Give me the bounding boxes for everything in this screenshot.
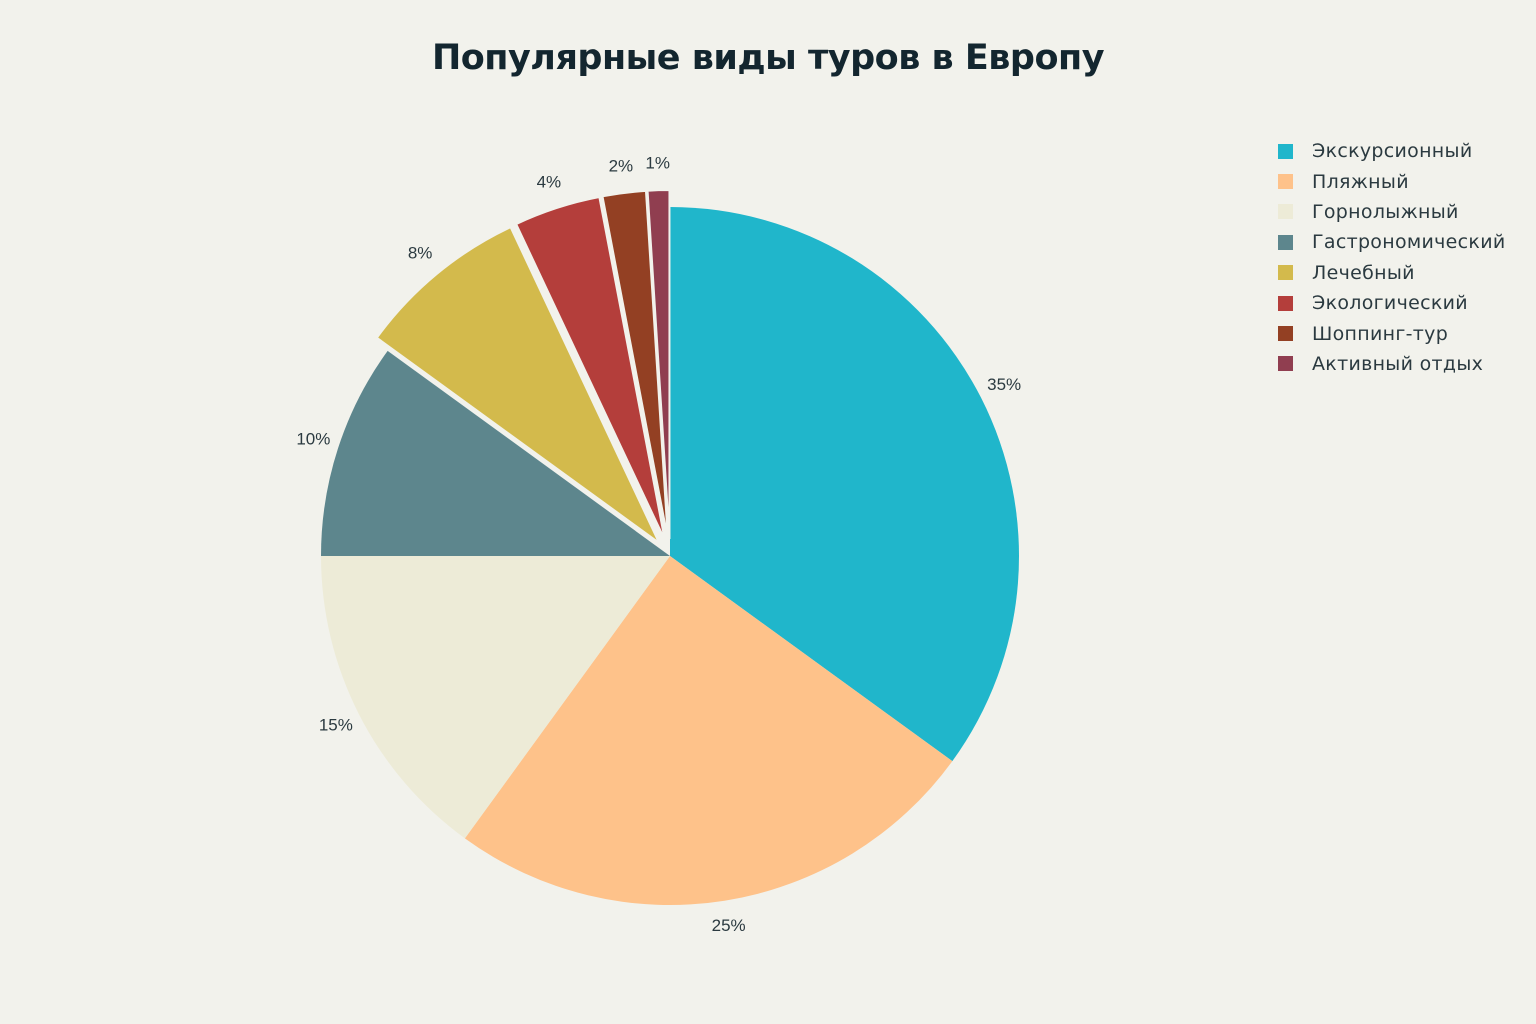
legend-swatch [1278,143,1293,159]
slice-label-2: 25% [712,916,746,935]
slice-label-3: 15% [319,716,353,735]
legend-swatch [1278,295,1293,311]
legend-label: Пляжный [1312,170,1409,193]
legend-item: Шоппинг-тур [1278,318,1506,348]
legend-label: Горнолыжный [1312,200,1459,223]
slice-label-5: 8% [408,243,433,262]
pie-slice-2 [464,556,953,905]
legend-swatch [1278,174,1293,190]
slice-label-8: 1% [645,154,670,173]
pie-slice-8 [646,189,671,540]
chart-title: Популярные виды туров в Европу [431,38,1105,78]
legend-label: Экскурсионный [1312,140,1473,163]
legend-label: Шоппинг-тур [1312,322,1449,345]
legend-swatch [1278,326,1293,342]
legend-item: Горнолыжный [1278,197,1506,227]
legend-label: Экологический [1312,292,1468,315]
legend-item: Экскурсионный [1278,136,1506,166]
pie-labels: 35% 25% 15% 10% 8% 4% 2% 1% [296,154,1021,935]
pie-slice-3 [321,556,670,839]
legend-swatch [1278,234,1293,250]
legend-swatch [1278,204,1293,220]
pie-slice-5 [375,225,661,544]
legend-item: Гастрономический [1278,227,1506,257]
slice-label-4: 10% [296,430,330,449]
slice-label-1: 35% [987,375,1021,394]
pie-slices [321,189,1019,905]
legend-swatch [1278,356,1293,372]
legend-label: Активный отдых [1312,352,1484,375]
legend-label: Лечебный [1312,261,1415,284]
legend-item: Пляжный [1278,166,1506,196]
slice-label-7: 2% [609,157,634,176]
legend-label: Гастрономический [1312,231,1506,254]
legend: Экскурсионный Пляжный Горнолыжный Гастроном… [1278,136,1506,379]
legend-item: Экологический [1278,288,1506,318]
pie-slice-1 [670,207,1019,762]
legend-item: Лечебный [1278,258,1506,288]
pie-slice-7 [601,189,669,540]
legend-swatch [1278,265,1293,281]
pie-slice-6 [514,195,666,541]
pie-slice-4 [321,350,670,556]
slice-label-6: 4% [537,173,562,192]
legend-item: Активный отдых [1278,349,1506,379]
